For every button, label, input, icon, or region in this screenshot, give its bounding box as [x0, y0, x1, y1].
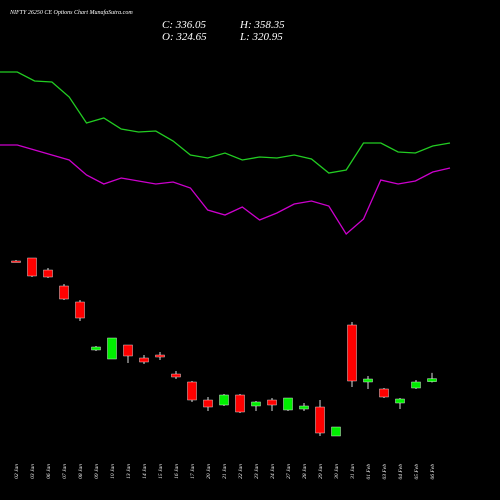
x-tick-label: 13 Jan: [126, 464, 132, 479]
candle-body: [155, 354, 165, 358]
candle-body: [363, 378, 373, 383]
x-tick-label: 17 Jan: [190, 464, 196, 479]
candle-body: [203, 399, 213, 408]
indicator-line: [0, 144, 451, 235]
candle-body: [75, 301, 85, 319]
x-tick-label: 24 Jan: [269, 464, 276, 479]
x-tick-label: 02 Jan: [14, 464, 20, 479]
x-tick-label: 01 Feb: [366, 464, 372, 480]
candle-body: [235, 394, 245, 413]
x-tick-label: 03 Jan: [30, 464, 36, 479]
candle-body: [267, 399, 277, 406]
candle-body: [347, 324, 357, 382]
x-tick-label: 21 Jan: [222, 464, 228, 479]
x-tick-label: 23 Jan: [254, 464, 260, 479]
candle-body: [27, 257, 37, 277]
candle-body: [219, 394, 229, 406]
x-tick-label: 20 Jan: [206, 464, 212, 479]
candle-body: [43, 269, 53, 278]
open-label: O: 324.65: [162, 31, 207, 43]
x-tick-label: 05 Feb: [414, 464, 420, 480]
x-tick-label: 06 Jan: [46, 464, 52, 479]
candle-body: [411, 381, 421, 389]
candle-body: [427, 378, 437, 382]
x-tick-label: 03 Feb: [382, 464, 388, 480]
candle-body: [315, 406, 325, 434]
candle-body: [11, 260, 21, 263]
candle-body: [171, 373, 181, 378]
candle-body: [59, 285, 69, 300]
x-tick-label: 04 Feb: [397, 464, 404, 480]
x-tick-label: 10 Jan: [110, 464, 116, 479]
low-label: L: 320.95: [239, 31, 283, 43]
x-tick-label: 09 Jan: [94, 464, 100, 479]
candle-body: [299, 405, 309, 410]
x-tick-label: 30 Jan: [334, 464, 340, 480]
x-tick-label: 16 Jan: [174, 464, 180, 479]
candle-body: [139, 357, 149, 363]
x-tick-label: 08 Jan: [78, 464, 84, 479]
candle-body: [331, 426, 341, 437]
x-tick-label: 15 Jan: [158, 464, 164, 479]
x-tick-label: 14 Jan: [141, 464, 148, 479]
x-tick-label: 27 Jan: [286, 464, 292, 479]
chart-title: NIFTY 26250 CE Options Chart MunafaSutra…: [9, 9, 133, 16]
close-label: C: 336.05: [162, 19, 207, 31]
x-tick-label: 06 Feb: [430, 464, 436, 480]
candle-body: [107, 337, 117, 360]
candle-body: [251, 401, 261, 407]
candle-body: [91, 346, 101, 351]
x-tick-label: 22 Jan: [238, 464, 244, 479]
candle-body: [123, 344, 133, 357]
candle-body: [379, 388, 389, 398]
x-tick-label: 28 Jan: [302, 464, 308, 479]
x-tick-label: 29 Jan: [318, 464, 324, 479]
x-tick-label: 31 Jan: [350, 464, 356, 480]
x-tick-label: 07 Jan: [62, 464, 68, 479]
candle-body: [187, 381, 197, 401]
indicator-line: [0, 71, 451, 174]
candle-body: [283, 397, 293, 411]
candle-body: [395, 398, 405, 404]
high-label: H: 358.35: [239, 19, 285, 31]
